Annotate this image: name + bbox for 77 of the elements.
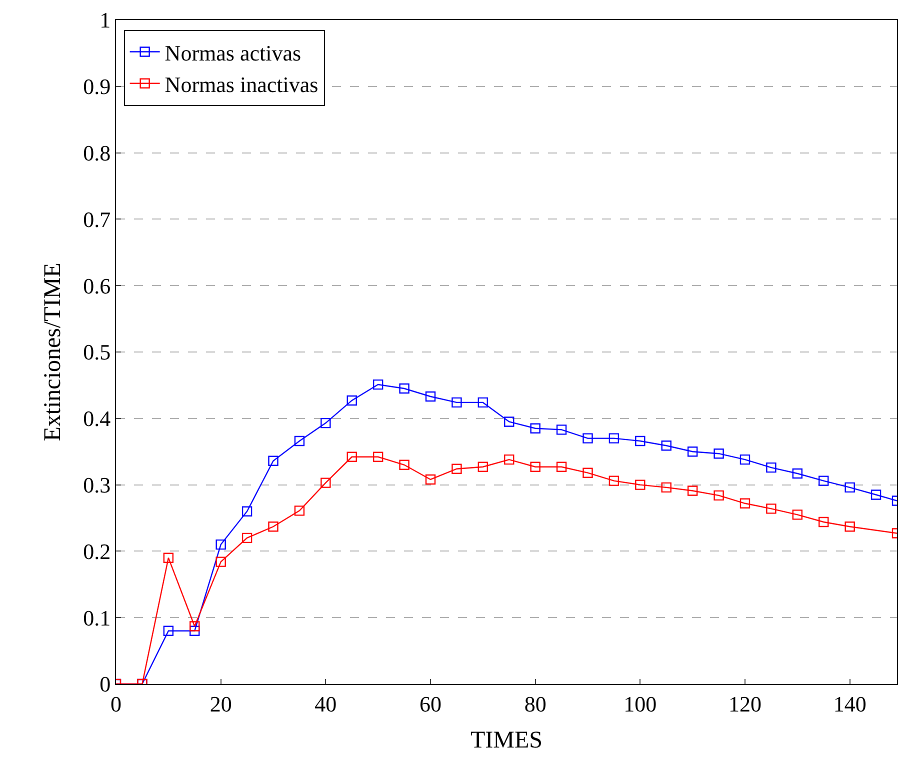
x-tick-label: 120 (728, 691, 762, 716)
point (504, 454, 514, 465)
point (425, 474, 436, 485)
point (792, 468, 803, 479)
point (216, 556, 226, 567)
x-tick-label: 100 (624, 691, 657, 716)
point (556, 424, 567, 435)
point (425, 391, 436, 402)
point (190, 621, 200, 632)
point (372, 379, 384, 390)
point (452, 397, 462, 408)
x-axis-title: TIMES (470, 728, 542, 754)
y-tick-label: 0.9 (83, 74, 111, 100)
y-tick-label: 0.4 (83, 406, 111, 432)
point (582, 468, 593, 478)
point (504, 416, 514, 427)
point (242, 532, 252, 544)
point (294, 506, 305, 516)
legend-label: Normas activas (164, 40, 302, 66)
legend-label: Normas inactivas (164, 72, 318, 97)
y-axis-title: Extinciones/TIME (40, 262, 66, 442)
point (478, 462, 488, 472)
point (530, 423, 540, 434)
point (346, 395, 357, 406)
x-tick-label: 20 (210, 691, 232, 716)
y-tick-label: 0.3 (83, 472, 111, 498)
point (478, 397, 488, 408)
point (530, 462, 540, 472)
y-tick-label: 0.7 (83, 206, 111, 232)
point (818, 476, 829, 486)
y-tick-label: 0.1 (83, 605, 111, 630)
point (399, 383, 410, 394)
point (268, 522, 278, 532)
y-tick-label: 0 (100, 672, 111, 697)
y-tick-label: 0.6 (83, 273, 111, 298)
point (294, 436, 305, 446)
point (399, 460, 410, 470)
point (844, 482, 855, 493)
point (687, 446, 698, 457)
x-tick-label: 40 (314, 691, 337, 716)
point (216, 539, 226, 550)
point (870, 490, 882, 500)
point (242, 506, 252, 516)
y-tick-label: 0.5 (83, 340, 111, 365)
point (608, 476, 620, 486)
point (582, 433, 593, 444)
point (320, 478, 331, 488)
point (556, 462, 567, 472)
point (661, 440, 672, 451)
point (163, 552, 174, 563)
point (346, 452, 357, 462)
point (792, 510, 803, 520)
point (766, 462, 776, 473)
point (635, 480, 646, 490)
point (190, 626, 200, 636)
point (452, 464, 462, 474)
point (320, 418, 331, 428)
x-tick-label: 60 (420, 691, 442, 716)
y-tick-label: 0.2 (83, 538, 111, 564)
point (740, 454, 750, 465)
y-tick-label: 1 (100, 8, 111, 33)
point (766, 504, 776, 514)
point (268, 456, 278, 466)
point (818, 516, 829, 528)
point (714, 490, 724, 501)
point (714, 448, 724, 459)
point (740, 498, 750, 508)
x-tick-label: 80 (524, 691, 546, 716)
y-tick-label: 0.8 (83, 140, 111, 166)
x-tick-label: 140 (833, 691, 866, 716)
point (372, 452, 384, 462)
point (687, 486, 698, 496)
point (661, 482, 672, 493)
point (608, 433, 620, 444)
point (163, 626, 174, 636)
point (635, 436, 646, 446)
point (844, 522, 855, 532)
